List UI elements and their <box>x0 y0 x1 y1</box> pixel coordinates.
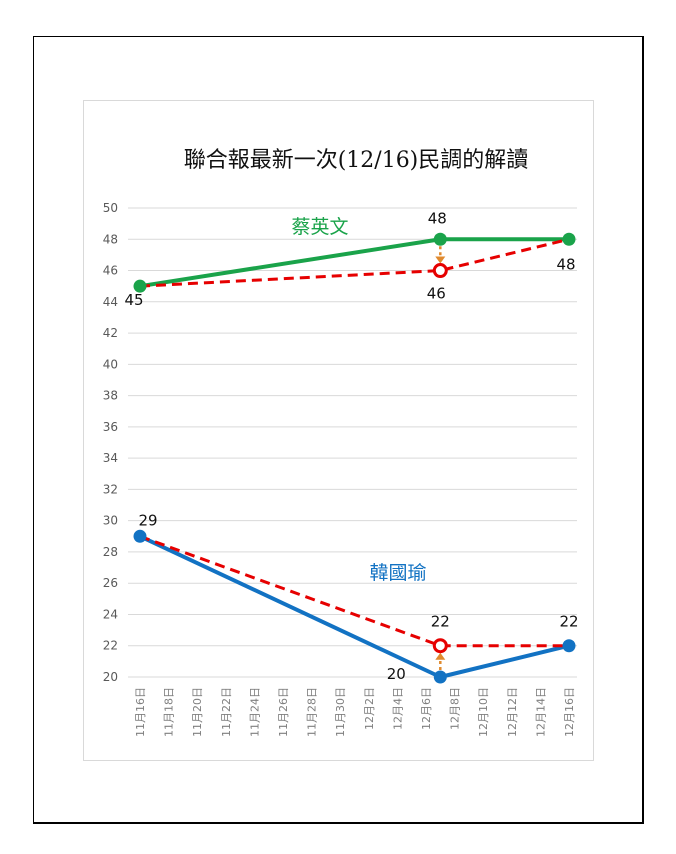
series-name-label: 韓國瑜 <box>369 562 426 584</box>
y-tick-label: 42 <box>103 326 118 340</box>
x-tick-label: 11月26日 <box>277 687 290 737</box>
x-tick-label: 11月22日 <box>220 687 233 737</box>
data-label: 46 <box>427 285 446 303</box>
hollow-point <box>432 638 448 654</box>
x-tick-label: 12月4日 <box>391 687 404 730</box>
series-line-1 <box>139 237 570 288</box>
x-tick-label: 12月16日 <box>563 687 576 737</box>
y-tick-label: 30 <box>103 514 118 528</box>
x-tick-label: 11月16日 <box>134 687 147 737</box>
data-point <box>562 232 576 246</box>
data-label: 20 <box>387 665 406 683</box>
series-name-label: 蔡英文 <box>291 216 348 238</box>
chart-title: 聯合報最新一次(12/16)民調的解讀 <box>184 148 529 173</box>
y-tick-label: 46 <box>103 264 118 278</box>
y-tick-label: 34 <box>103 451 118 465</box>
x-axis-ticks: 11月16日 11月18日 11月20日 11月22日 11月24日 11月26日 11月2… <box>134 687 576 737</box>
hollow-point <box>432 263 448 279</box>
x-tick-label: 11月30日 <box>334 687 347 737</box>
x-tick-label: 11月24日 <box>248 687 261 737</box>
y-tick-label: 50 <box>103 201 118 215</box>
data-point <box>133 529 147 543</box>
series-line-0 <box>139 237 569 289</box>
y-tick-label: 24 <box>103 607 118 621</box>
data-point <box>433 670 447 684</box>
x-tick-label: 12月6日 <box>420 687 433 730</box>
data-point <box>133 279 147 293</box>
data-point <box>433 232 447 246</box>
arrows <box>435 246 446 670</box>
data-point <box>562 639 576 653</box>
data-label: 22 <box>431 613 450 631</box>
y-tick-label: 40 <box>103 357 118 371</box>
x-tick-label: 12月14日 <box>534 687 547 737</box>
x-tick-label: 11月28日 <box>306 687 319 737</box>
x-tick-label: 12月8日 <box>449 687 462 730</box>
data-label: 29 <box>138 511 157 529</box>
series-line-3 <box>139 534 569 648</box>
y-tick-label: 32 <box>103 482 118 496</box>
y-tick-label: 36 <box>103 420 118 434</box>
y-tick-label: 38 <box>103 389 118 403</box>
x-tick-label: 11月18日 <box>163 687 176 737</box>
x-tick-label: 12月2日 <box>363 687 376 730</box>
y-tick-label: 26 <box>103 576 118 590</box>
y-tick-label: 22 <box>103 639 118 653</box>
data-label: 22 <box>559 613 578 631</box>
data-label: 48 <box>556 255 575 273</box>
arrow-head <box>435 652 446 660</box>
y-tick-label: 28 <box>103 545 118 559</box>
arrow-head <box>435 256 446 264</box>
series-line-2 <box>139 534 570 679</box>
data-label: 45 <box>124 291 143 309</box>
x-tick-label: 12月12日 <box>506 687 519 737</box>
y-tick-label: 44 <box>103 295 118 309</box>
x-tick-label: 11月20日 <box>191 687 204 737</box>
chart-area <box>83 100 594 761</box>
x-tick-label: 12月10日 <box>477 687 490 737</box>
series-markers <box>133 232 576 684</box>
y-tick-label: 48 <box>103 232 118 246</box>
y-tick-label: 20 <box>103 670 118 684</box>
data-label: 48 <box>428 209 447 227</box>
y-axis-ticks: 20 22 24 26 28 30 32 34 36 38 40 42 44 46 48 50 <box>103 201 118 684</box>
